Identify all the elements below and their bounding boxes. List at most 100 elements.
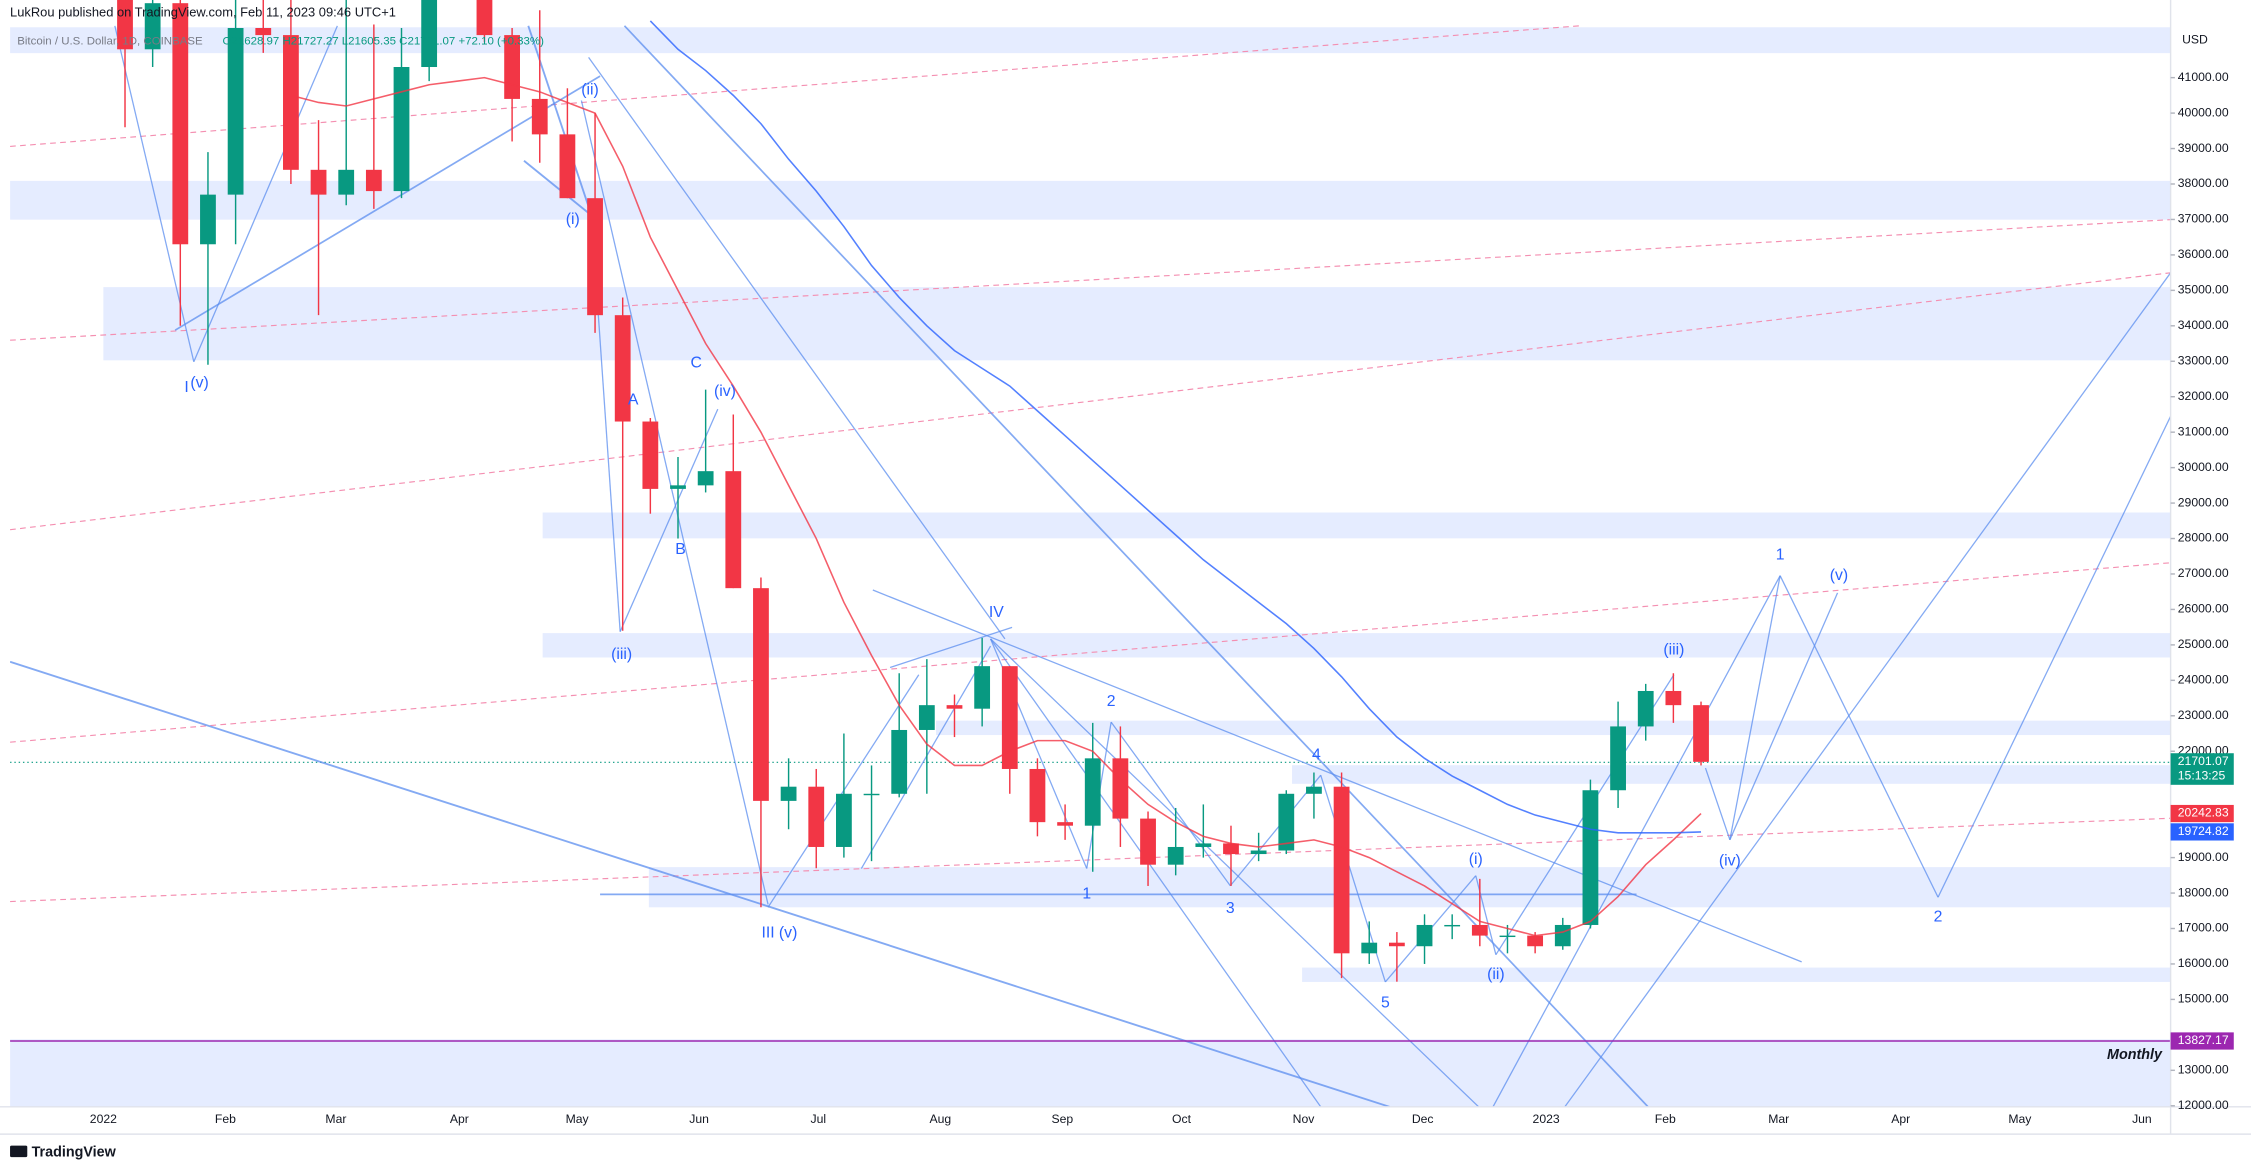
trend-line <box>1564 272 2171 1107</box>
candle-body <box>1693 705 1709 762</box>
moving-average <box>290 76 1702 937</box>
candle-body <box>1167 846 1184 865</box>
candle-body <box>310 169 327 195</box>
candle-body <box>835 793 852 847</box>
candle-body <box>1001 666 1018 769</box>
trend-line <box>580 100 769 905</box>
trend-line <box>527 25 593 216</box>
trend-line <box>1937 416 2171 898</box>
candle-body <box>1416 924 1433 947</box>
candle-body <box>1554 924 1571 947</box>
candle-body <box>753 588 769 801</box>
zone <box>1292 765 2171 784</box>
candle-body <box>476 0 493 36</box>
y-tick-label: 17000.00 <box>2178 921 2229 935</box>
x-tick-label: Apr <box>450 1112 469 1126</box>
y-tick-label: 32000.00 <box>2178 389 2229 403</box>
wave-label: (iii) <box>611 646 632 663</box>
y-tick-label: 38000.00 <box>2178 176 2229 190</box>
wave-label: (ii) <box>581 82 599 99</box>
wave-label: 1 <box>1776 547 1785 564</box>
trend-line <box>1779 575 1939 898</box>
zone <box>936 720 2171 736</box>
y-tick-label: 35000.00 <box>2178 283 2229 297</box>
candle-body <box>1223 843 1239 855</box>
trend-line <box>990 638 1480 1107</box>
x-tick-label: Jun <box>689 1112 709 1126</box>
currency: USD <box>2182 32 2208 46</box>
candle-body <box>1610 726 1626 791</box>
x-tick-label: May <box>566 1112 590 1126</box>
zone <box>103 287 2171 361</box>
candle-body <box>227 28 244 195</box>
moving-average <box>649 20 1702 834</box>
ma-price-bg <box>2170 804 2234 823</box>
y-tick-label: 39000.00 <box>2178 141 2229 155</box>
candle-body <box>1471 924 1488 936</box>
wave-label: (iv) <box>714 383 736 400</box>
last-price-bg <box>2170 753 2234 785</box>
candle-body <box>1057 822 1073 826</box>
y-tick-label: 24000.00 <box>2178 673 2229 687</box>
zone <box>10 1039 2171 1107</box>
candle-body <box>144 3 161 50</box>
trend-line <box>588 57 1006 640</box>
wave-label: (ii) <box>1487 966 1505 983</box>
logo <box>10 1145 28 1158</box>
wave-label: (v) <box>779 924 797 941</box>
zones <box>10 27 2171 1107</box>
trend-line <box>619 408 719 632</box>
candle-body <box>1112 758 1129 819</box>
countdown: 15:13:25 <box>2178 768 2226 782</box>
x-tick-label: Feb <box>1655 1112 1676 1126</box>
x-tick-label: Oct <box>1172 1112 1192 1126</box>
candle-body <box>974 666 991 709</box>
level-price: 13827.17 <box>2178 1033 2229 1047</box>
y-tick-label: 33000.00 <box>2178 353 2229 367</box>
x-tick-label: Aug <box>929 1112 951 1126</box>
ma-price: 19724.82 <box>2178 824 2229 838</box>
candle-body <box>283 35 299 170</box>
x-tick-label: Mar <box>325 1112 346 1126</box>
zone <box>542 512 2171 539</box>
x-tick-label: Feb <box>215 1112 236 1126</box>
candle-body <box>614 315 631 422</box>
wave-label: B <box>675 541 686 558</box>
dashed-lines <box>10 25 2171 903</box>
x-tick-label: Sep <box>1051 1112 1073 1126</box>
y-tick-label: 18000.00 <box>2178 885 2229 899</box>
trend-line <box>174 75 601 331</box>
candle-body <box>365 169 382 192</box>
wave-label: C <box>691 354 702 371</box>
candle-body <box>642 421 659 489</box>
x-tick-label: Apr <box>1891 1112 1910 1126</box>
candle-body <box>780 786 797 801</box>
zone <box>10 180 2171 220</box>
level-label: Monthly <box>2107 1047 2163 1063</box>
trend-line <box>889 626 1013 669</box>
wave-label: (iv) <box>1719 853 1741 870</box>
trend-line <box>10 817 2171 903</box>
wave-label: (i) <box>1469 851 1483 868</box>
candle-body <box>1306 786 1322 794</box>
drawings <box>10 25 2171 1107</box>
wave-label: 3 <box>1226 900 1235 917</box>
candle-body <box>117 0 133 50</box>
candle-body <box>1278 793 1295 851</box>
y-tick-label: 12000.00 <box>2178 1098 2229 1112</box>
y-tick-label: 30000.00 <box>2178 460 2229 474</box>
candle-body <box>393 67 410 192</box>
trend-line <box>193 25 338 363</box>
candle-body <box>255 28 272 36</box>
candle-body <box>1195 843 1212 847</box>
candle-body <box>697 471 714 486</box>
trend-line <box>990 638 1322 1107</box>
trend-line <box>1229 774 1322 887</box>
symbol: Bitcoin / U.S. Dollar, 1D, COINBASE <box>17 36 203 48</box>
zone <box>1302 967 2171 982</box>
trend-line <box>860 645 992 869</box>
y-tick-label: 25000.00 <box>2178 637 2229 651</box>
wave-label: (iii) <box>1663 641 1684 658</box>
